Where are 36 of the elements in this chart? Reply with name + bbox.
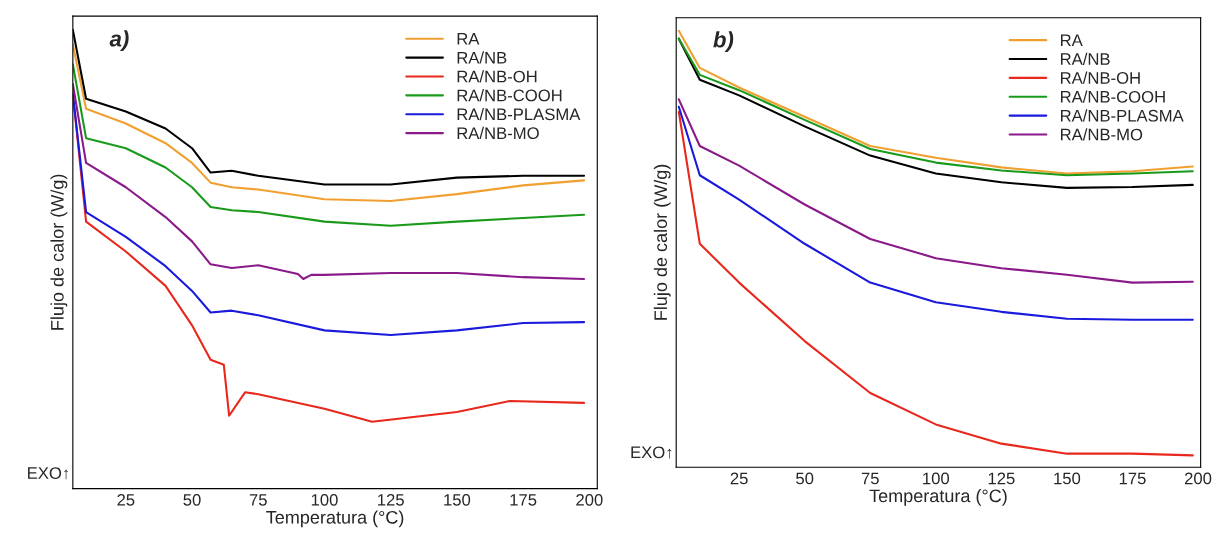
x-tick-label: 25 (117, 493, 135, 506)
legend-label: RA/NB-MO (457, 126, 539, 140)
x-tick-label: 200 (576, 493, 603, 506)
x-tick-label: 150 (444, 493, 471, 506)
legend-label: RA/NB-COOH (457, 89, 562, 102)
x-tick-label: 50 (796, 472, 814, 485)
text: EXO↑ (28, 467, 68, 480)
legend-label: RA/NB-OH (457, 70, 537, 83)
x-axis-title: Temperatura (°C) (266, 510, 404, 528)
chart-title: a) (109, 30, 129, 51)
legend-label: RA/NB (457, 51, 507, 64)
x-tick-label: 75 (861, 472, 879, 485)
x-tick-label: 75 (249, 494, 267, 506)
x-tick-label: 150 (1054, 472, 1081, 485)
x-tick-label: 125 (378, 493, 404, 506)
x-tick-label: 25 (730, 472, 748, 485)
text: EXO↑ (631, 446, 672, 459)
x-tick-label: 100 (311, 493, 338, 506)
x-tick-label: 100 (923, 472, 950, 485)
y-axis-title: Flujo de calor (W/g) (50, 174, 68, 330)
x-tick-label: 175 (510, 494, 537, 506)
y-axis-title: Flujo de calor (W/g) (653, 164, 671, 320)
legend-label: RA/NB (1061, 52, 1110, 65)
x-tick-label: 200 (1184, 472, 1212, 485)
x-tick-label: 125 (988, 472, 1015, 485)
x-tick-label: 175 (1119, 472, 1146, 485)
legend-label: RA/NB-MO (1061, 128, 1143, 141)
legend-label: RA (457, 33, 480, 45)
legend-label: RA/NB-COOH (1061, 90, 1165, 103)
legend-label: RA (1061, 34, 1083, 46)
x-tick-label: 50 (183, 493, 201, 506)
legend-label: RA/NB-PLASMA (1061, 109, 1184, 122)
x-axis-title: Temperatura (°C) (869, 488, 1007, 506)
legend-label: RA/NB-OH (1061, 71, 1140, 84)
chart-title: b) (713, 31, 734, 52)
legend-label: RA/NB-PLASMA (457, 107, 581, 121)
